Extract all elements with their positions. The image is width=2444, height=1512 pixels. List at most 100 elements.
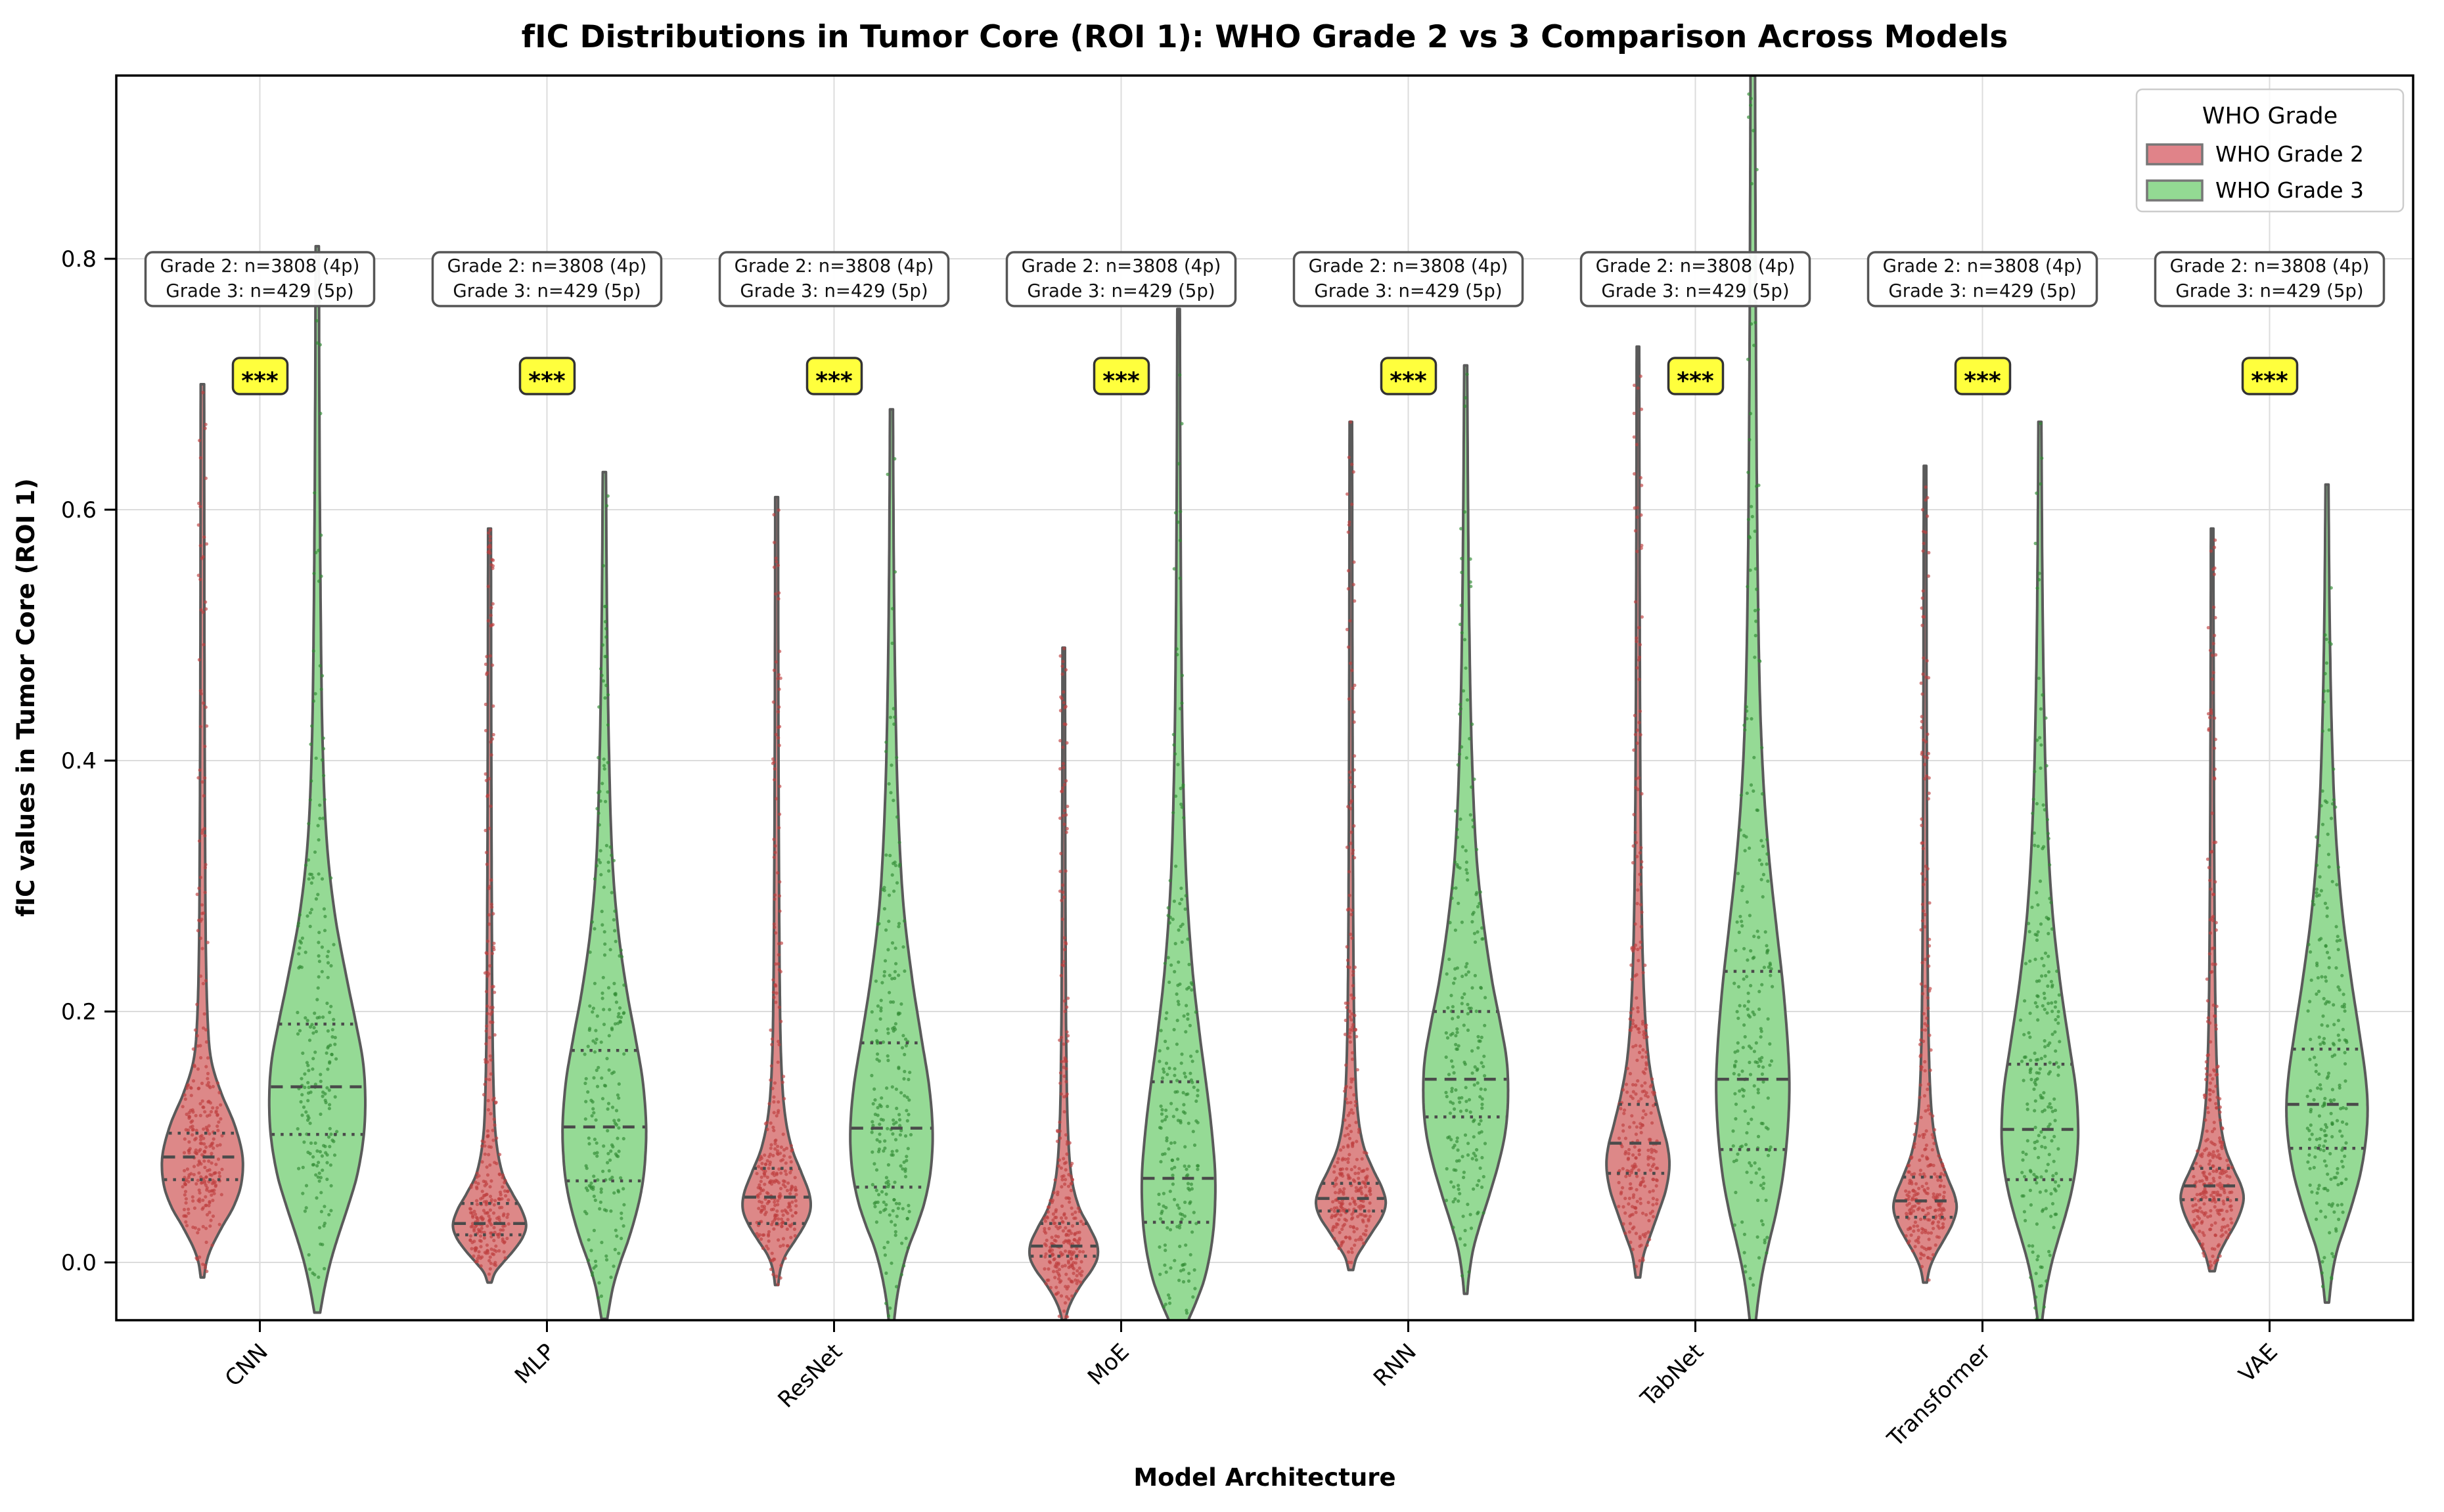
data-point — [1917, 1206, 1921, 1210]
data-point — [2050, 1202, 2055, 1206]
data-point — [2307, 1153, 2311, 1157]
data-point — [2034, 1272, 2038, 1276]
data-point — [886, 1163, 890, 1167]
data-point — [313, 1082, 317, 1086]
data-point — [604, 1254, 608, 1258]
data-point — [2324, 1123, 2328, 1126]
data-point — [320, 758, 324, 762]
significance-frame — [231, 357, 289, 395]
data-point — [2211, 1255, 2215, 1258]
data-point — [907, 1098, 911, 1102]
data-point — [2195, 1221, 2200, 1225]
data-point — [489, 1012, 493, 1016]
data-point — [1351, 1077, 1355, 1081]
legend-item-grade2[interactable]: WHO Grade 2 — [2146, 141, 2364, 167]
data-point — [1631, 1164, 1635, 1168]
data-point — [2055, 969, 2059, 973]
data-point — [1166, 1293, 1171, 1297]
data-point — [883, 959, 888, 963]
y-tick-label: 0.0 — [61, 1250, 97, 1276]
data-point — [2053, 1212, 2057, 1216]
data-point — [1164, 1249, 1167, 1253]
data-point — [1769, 1059, 1774, 1063]
data-point — [2054, 1172, 2058, 1176]
data-point — [772, 668, 776, 673]
data-point — [1455, 1047, 1459, 1051]
data-point — [2215, 1209, 2219, 1212]
data-point — [203, 776, 207, 780]
data-point — [1757, 483, 1761, 487]
data-point — [1639, 1126, 1642, 1130]
data-point — [1192, 1085, 1196, 1089]
data-point — [2204, 1067, 2208, 1071]
data-point — [1734, 1102, 1738, 1106]
data-point — [2332, 1023, 2336, 1027]
data-point — [191, 1133, 194, 1137]
data-point — [1453, 928, 1457, 932]
data-point — [1746, 991, 1750, 995]
data-point — [1043, 1219, 1047, 1223]
data-point — [204, 600, 208, 604]
data-point — [1460, 1274, 1464, 1278]
data-point — [2034, 1295, 2038, 1299]
data-point — [2213, 716, 2217, 720]
data-point — [1445, 1036, 1450, 1040]
data-point — [2204, 1139, 2208, 1143]
data-point — [1628, 1187, 1632, 1191]
data-point — [776, 1199, 780, 1203]
data-point — [196, 573, 200, 577]
data-point — [2323, 1096, 2327, 1101]
data-point — [1365, 1151, 1369, 1155]
data-point — [2313, 1056, 2317, 1059]
data-point — [486, 1060, 489, 1064]
data-point — [890, 641, 894, 646]
legend-item-grade3[interactable]: WHO Grade 3 — [2146, 177, 2364, 203]
data-point — [777, 1005, 781, 1010]
data-point — [1070, 1177, 1074, 1182]
data-point — [1637, 1100, 1641, 1103]
data-point — [1472, 1151, 1476, 1155]
data-point — [485, 1024, 489, 1028]
data-point — [474, 1246, 478, 1250]
data-point — [491, 1098, 495, 1102]
data-point — [788, 1224, 792, 1228]
data-point — [1765, 944, 1769, 948]
data-point — [2338, 938, 2342, 943]
significance-box-TabNet: *** — [1667, 357, 1725, 395]
data-point — [1167, 1296, 1171, 1300]
data-point — [2317, 893, 2321, 897]
data-point — [316, 1175, 320, 1179]
data-point — [1628, 1028, 1632, 1032]
data-point — [777, 508, 781, 512]
data-point — [1922, 615, 1926, 619]
data-point — [1651, 1178, 1655, 1182]
data-point — [1925, 1024, 1930, 1028]
data-point — [2027, 929, 2031, 933]
data-point — [2201, 1242, 2205, 1246]
stat-box-frame — [1579, 251, 1811, 307]
data-point — [485, 673, 489, 677]
data-point — [1920, 1264, 1924, 1268]
data-point — [486, 1099, 490, 1103]
data-point — [1445, 1167, 1449, 1171]
data-point — [882, 1200, 886, 1204]
data-point — [480, 1144, 484, 1148]
data-point — [1171, 1182, 1175, 1186]
data-point — [1633, 384, 1637, 388]
data-point — [773, 925, 777, 929]
data-point — [1450, 896, 1454, 901]
data-point — [2209, 887, 2213, 891]
data-point — [1635, 902, 1639, 906]
data-point — [1177, 1206, 1181, 1210]
data-point — [2326, 1172, 2330, 1176]
data-point — [2208, 931, 2213, 935]
data-point — [501, 1228, 505, 1232]
data-point — [204, 1065, 208, 1069]
data-point — [1634, 841, 1639, 845]
data-point — [487, 913, 491, 917]
data-point — [771, 700, 775, 704]
data-point — [488, 1208, 493, 1212]
data-point — [198, 1044, 202, 1048]
data-point — [2209, 1209, 2213, 1212]
data-point — [483, 1144, 487, 1148]
